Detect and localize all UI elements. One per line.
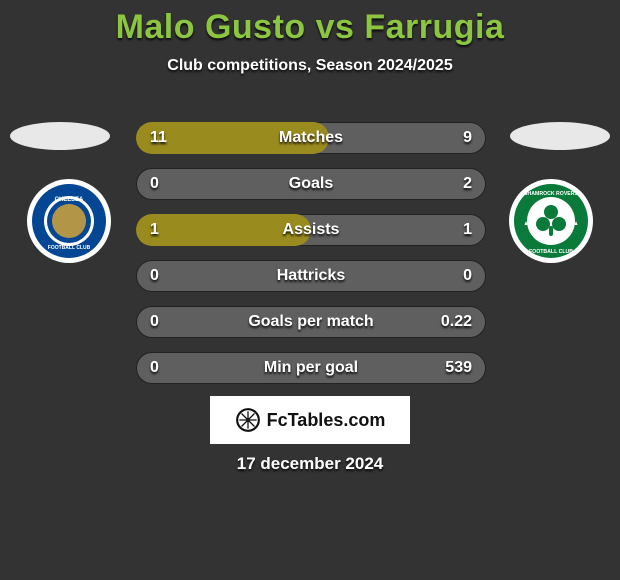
page-title: Malo Gusto vs Farrugia xyxy=(0,8,620,47)
stat-row: 11Assists xyxy=(136,214,486,246)
stats-bars: 119Matches 02Goals 11Assists 00Hattricks 00.… xyxy=(136,122,486,398)
branding-text: FcTables.com xyxy=(267,410,386,431)
stat-label: Matches xyxy=(136,122,486,154)
stat-row: 0539Min per goal xyxy=(136,352,486,384)
player-left-portrait-placeholder xyxy=(10,122,110,150)
chelsea-logo-icon: CHELSEA FOOTBALL CLUB xyxy=(26,178,112,264)
shamrock-rovers-logo-icon: SHAMROCK ROVERS FOOTBALL CLUB xyxy=(508,178,594,264)
stat-label: Assists xyxy=(136,214,486,246)
stat-label: Min per goal xyxy=(136,352,486,384)
club-logo-left: CHELSEA FOOTBALL CLUB xyxy=(26,178,112,264)
fctables-logo-icon xyxy=(235,407,261,433)
subtitle: Club competitions, Season 2024/2025 xyxy=(0,57,620,75)
player-right-portrait-placeholder xyxy=(510,122,610,150)
svg-text:FOOTBALL CLUB: FOOTBALL CLUB xyxy=(529,249,573,255)
club-logo-right: SHAMROCK ROVERS FOOTBALL CLUB xyxy=(508,178,594,264)
stat-row: 00Hattricks xyxy=(136,260,486,292)
date-text: 17 december 2024 xyxy=(0,454,620,474)
stat-label: Goals xyxy=(136,168,486,200)
comparison-card: Malo Gusto vs Farrugia Club competitions… xyxy=(0,0,620,580)
svg-text:CHELSEA: CHELSEA xyxy=(55,197,84,203)
branding-badge: FcTables.com xyxy=(210,396,410,444)
stat-row: 02Goals xyxy=(136,168,486,200)
stat-label: Hattricks xyxy=(136,260,486,292)
svg-text:SHAMROCK ROVERS: SHAMROCK ROVERS xyxy=(524,191,578,197)
svg-text:FOOTBALL CLUB: FOOTBALL CLUB xyxy=(48,245,91,251)
stat-label: Goals per match xyxy=(136,306,486,338)
stat-row: 119Matches xyxy=(136,122,486,154)
stat-row: 00.22Goals per match xyxy=(136,306,486,338)
